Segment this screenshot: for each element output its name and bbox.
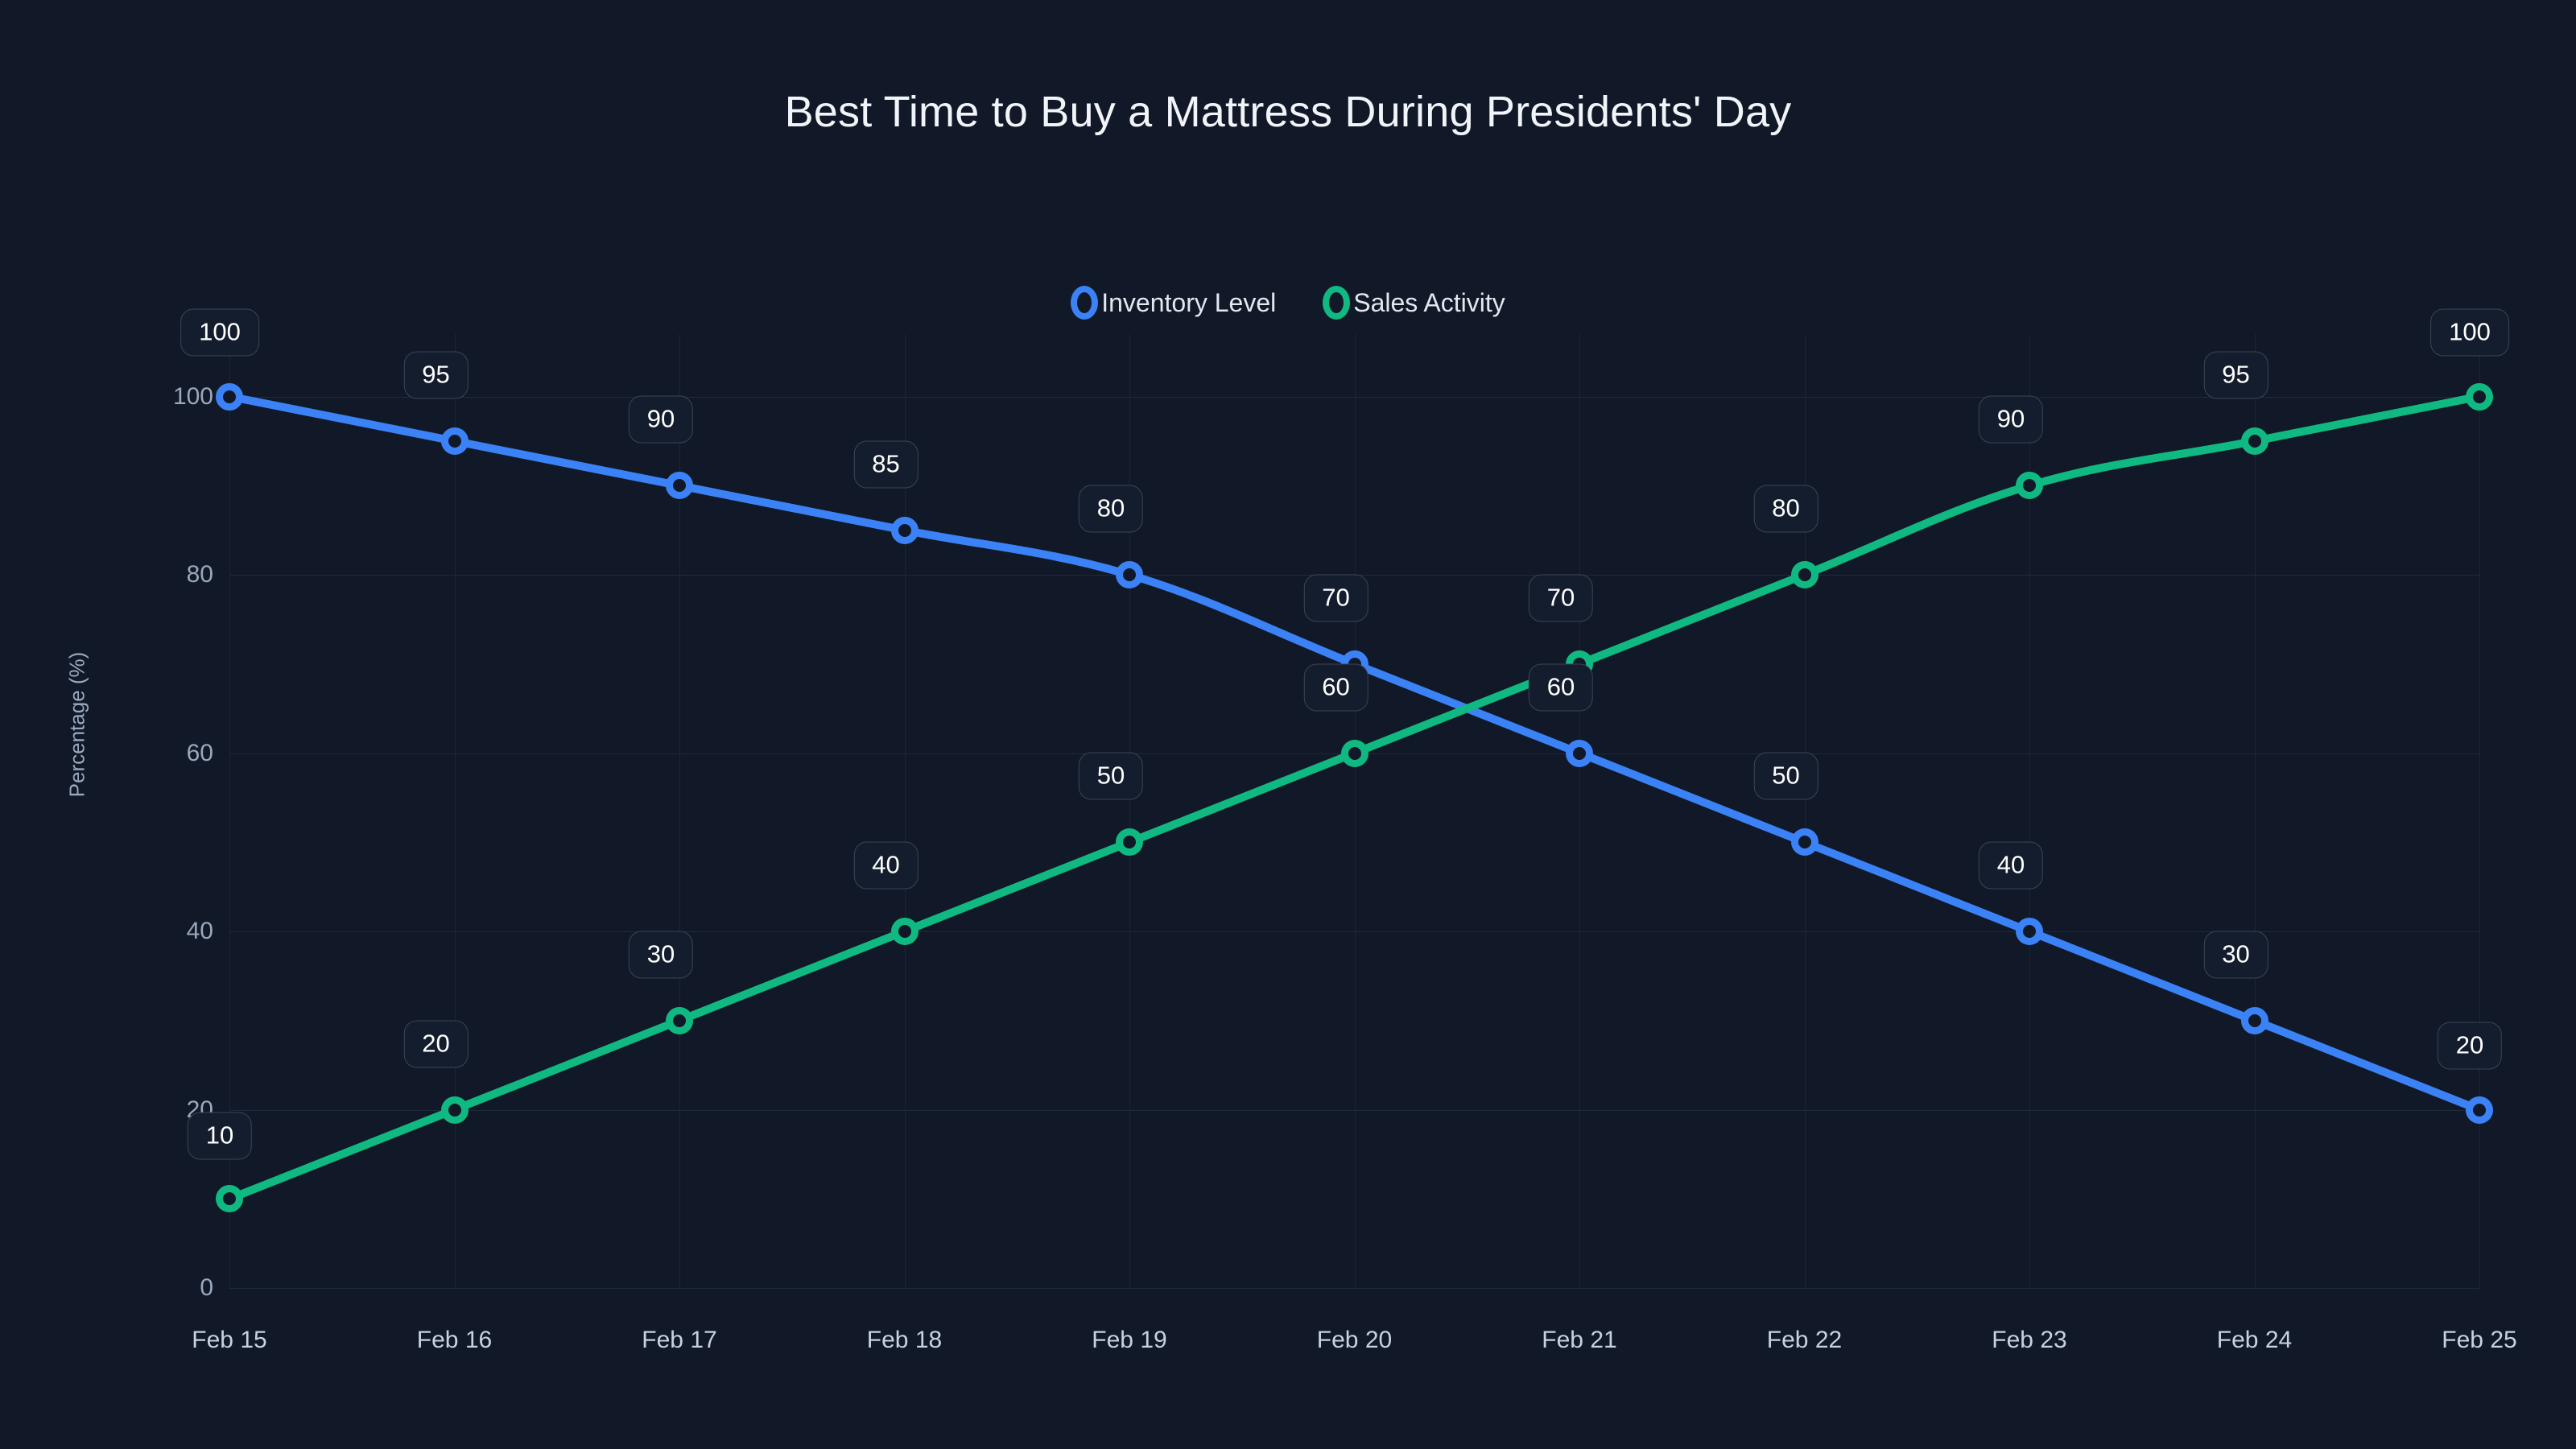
data-point-label: 40: [1978, 841, 2044, 890]
x-axis-tick-label: Feb 22: [1766, 1327, 1843, 1353]
data-point-label: 80: [1753, 485, 1818, 533]
data-point-label: 70: [1528, 574, 1594, 622]
data-point-marker[interactable]: [2016, 918, 2043, 945]
data-point-label: 90: [628, 395, 694, 444]
series-line-2: [225, 392, 2483, 1203]
data-point-marker[interactable]: [890, 516, 919, 544]
y-axis-tick-label: 0: [200, 1274, 213, 1301]
data-point-label: 100: [2430, 308, 2509, 357]
gridline-vertical: [679, 334, 680, 1288]
data-point-label: 95: [2203, 351, 2268, 399]
data-point-label: 50: [1753, 752, 1818, 800]
data-point-marker[interactable]: [1116, 561, 1143, 589]
y-axis-tick-labels: 0 20 40 60 80 100: [157, 334, 213, 1301]
data-point-marker[interactable]: [440, 1096, 469, 1124]
data-point-label: 85: [853, 440, 919, 489]
data-point-label: 30: [628, 931, 694, 979]
y-axis-tick-label: 100: [172, 382, 213, 410]
legend-item-1[interactable]: Inventory Level: [1071, 286, 1276, 320]
gridline-vertical: [904, 334, 906, 1288]
data-point-marker[interactable]: [1116, 828, 1143, 857]
plot-area: 100 95 90 85 80 70 60 50 40 30 20 10 20 30 40 50 60 70 80 9…: [180, 308, 2509, 1289]
data-point-marker[interactable]: [216, 382, 243, 411]
x-axis-tick-label: Feb 17: [642, 1327, 717, 1353]
gridline-vertical: [2254, 334, 2256, 1288]
data-point-marker[interactable]: [890, 918, 919, 945]
legend-item-label: Inventory Level: [1101, 287, 1277, 317]
chart-title: Best Time to Buy a Mattress During Presi…: [784, 88, 1792, 136]
gridline-vertical: [1354, 334, 1356, 1288]
y-axis-tick-label: 40: [186, 918, 213, 944]
series-lines: [225, 392, 2483, 1203]
data-point-label: 95: [403, 351, 469, 399]
data-point-label: 80: [1078, 485, 1144, 533]
gridline-vertical: [229, 334, 230, 1288]
data-point-marker[interactable]: [1790, 561, 1818, 589]
x-axis-tick-label: Feb 20: [1316, 1327, 1393, 1353]
series-line-1: [225, 392, 2483, 1114]
gridline-vertical: [2029, 334, 2030, 1288]
legend-item-2[interactable]: Sales Activity: [1323, 286, 1505, 320]
data-point-marker[interactable]: [2240, 1006, 2268, 1034]
data-point-label: 50: [1078, 752, 1144, 800]
data-point-label: 20: [403, 1020, 469, 1067]
circle-outline-icon: [1323, 286, 1351, 320]
data-point-marker[interactable]: [666, 1006, 693, 1034]
data-point-marker[interactable]: [1340, 739, 1368, 767]
data-point-label: 60: [1303, 663, 1368, 711]
circle-outline-icon: [1071, 286, 1099, 320]
x-axis-tick-label: Feb 19: [1092, 1327, 1167, 1353]
gridline-vertical: [454, 334, 456, 1288]
data-point-marker[interactable]: [216, 1185, 243, 1213]
data-point-marker[interactable]: [440, 427, 469, 455]
gridline-vertical: [2479, 334, 2480, 1288]
x-axis-tick-labels: Feb 15 Feb 16 Feb 17 Feb 18 Feb 19 Feb 20 Feb …: [192, 1327, 2516, 1359]
data-point-label: 30: [2203, 931, 2268, 979]
data-point-marker[interactable]: [2016, 472, 2043, 500]
data-point-marker[interactable]: [2240, 427, 2268, 455]
gridline-horizontal: [229, 1288, 2479, 1289]
data-point-label: 60: [1528, 663, 1594, 711]
gridline-vertical: [1804, 334, 1806, 1288]
x-axis-tick-label: Feb 24: [2216, 1327, 2293, 1353]
x-axis-tick-label: Feb 23: [1992, 1327, 2067, 1353]
data-point-label: 100: [180, 308, 259, 357]
data-point-marker[interactable]: [1790, 828, 1818, 857]
data-point-marker[interactable]: [2466, 1096, 2493, 1124]
x-axis-tick-label: Feb 25: [2442, 1327, 2517, 1353]
data-point-marker[interactable]: [2466, 382, 2493, 411]
chart-legend: Inventory Level Sales Activity: [0, 286, 2576, 320]
x-axis-tick-label: Feb 18: [866, 1327, 943, 1353]
y-axis-tick-label: 80: [186, 561, 213, 588]
data-point-label: 90: [1978, 395, 2044, 444]
y-axis-tick-label: 60: [186, 739, 213, 766]
data-point-marker[interactable]: [1566, 739, 1593, 767]
data-point-label: 10: [187, 1112, 253, 1160]
data-point-label: 40: [853, 841, 919, 890]
data-point-label: 20: [2437, 1022, 2503, 1069]
gridline-vertical: [1129, 334, 1130, 1288]
y-axis-title: Percentage (%): [64, 651, 89, 798]
gridline-vertical: [1579, 334, 1580, 1288]
data-point-label: 70: [1303, 574, 1368, 622]
data-point-marker[interactable]: [666, 472, 693, 500]
x-axis-tick-label: Feb 16: [416, 1327, 493, 1353]
x-axis-tick-label: Feb 15: [192, 1327, 267, 1353]
x-axis-tick-label: Feb 21: [1542, 1327, 1617, 1353]
legend-item-label: Sales Activity: [1353, 287, 1505, 317]
